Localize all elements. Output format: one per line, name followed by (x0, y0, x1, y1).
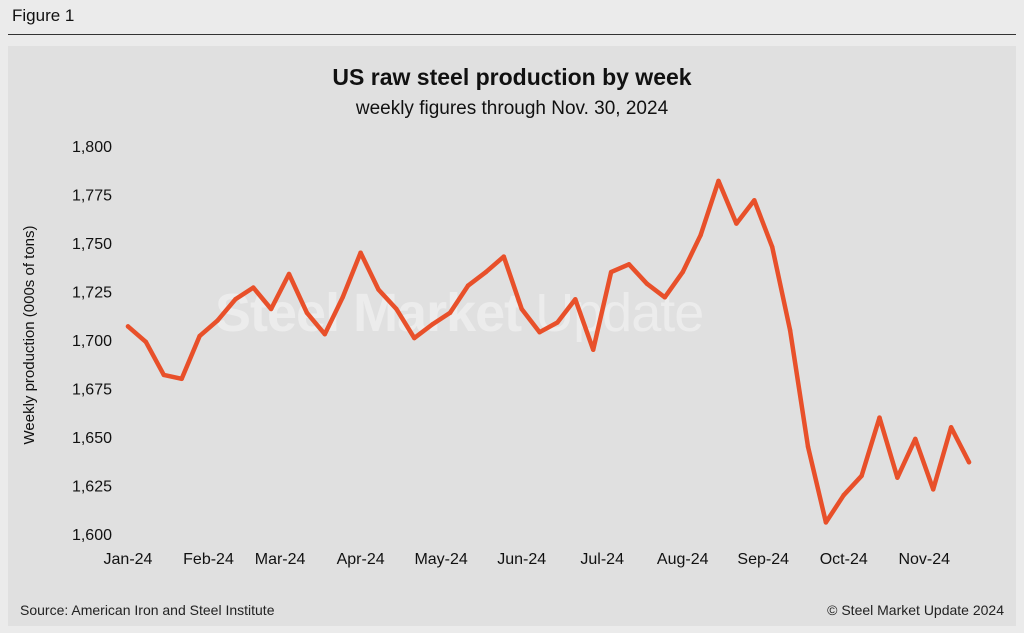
data-point (841, 493, 846, 498)
figure-label: Figure 1 (12, 6, 75, 25)
data-point (966, 460, 972, 465)
data-point (734, 221, 739, 226)
y-tick-label: 1,750 (72, 236, 112, 253)
chart-title: US raw steel production by week (332, 64, 692, 90)
y-tick-label: 1,800 (72, 139, 112, 156)
data-point (591, 347, 596, 352)
data-point (573, 297, 578, 302)
data-point (805, 444, 811, 449)
data-point (770, 244, 775, 250)
data-point (483, 269, 489, 275)
data-point (412, 335, 417, 341)
data-point (394, 306, 399, 312)
data-point (913, 436, 918, 442)
y-tick-label: 1,650 (72, 430, 112, 447)
x-tick-label: Apr-24 (337, 551, 385, 568)
data-point (680, 269, 685, 275)
data-point (179, 376, 184, 381)
y-tick-label: 1,700 (72, 333, 112, 350)
data-point (877, 415, 882, 420)
data-point (465, 283, 471, 288)
chart-panel (8, 46, 1016, 626)
data-point (501, 254, 506, 259)
x-tick-label: Jun-24 (497, 551, 546, 568)
data-point (626, 262, 632, 267)
data-point (644, 281, 650, 286)
y-axis-ticks: 1,600 1,625 1,650 1,675 1,700 1,725 1,750 1,775… (72, 139, 112, 544)
data-point (197, 333, 202, 339)
x-tick-label: Nov-24 (898, 551, 950, 568)
data-point (286, 271, 292, 277)
data-point (322, 332, 327, 337)
data-point (430, 322, 435, 327)
copyright-note: © Steel Market Update 2024 (827, 602, 1004, 618)
y-tick-label: 1,775 (72, 188, 112, 205)
data-point (787, 328, 793, 333)
chart-subtitle: weekly figures through Nov. 30, 2024 (355, 98, 669, 119)
source-note: Source: American Iron and Steel Institut… (20, 602, 275, 618)
x-tick-label: Sep-24 (737, 551, 789, 568)
data-point (698, 233, 703, 238)
data-point (608, 269, 614, 275)
data-point (447, 310, 453, 315)
data-point (215, 318, 220, 323)
data-point (268, 306, 274, 312)
data-point (233, 297, 238, 302)
data-point (948, 425, 954, 430)
series-line (125, 178, 972, 525)
series-layer (125, 178, 972, 525)
x-tick-label: May-24 (414, 551, 467, 568)
data-point (931, 487, 936, 492)
data-point (161, 372, 166, 378)
x-tick-label: Jan-24 (104, 551, 153, 568)
header-divider (8, 34, 1016, 35)
x-axis-ticks: Jan-24 Feb-24 Mar-24 Apr-24 May-24 Jun-24 Jul-… (104, 551, 951, 568)
data-point (662, 295, 667, 300)
y-tick-label: 1,600 (72, 527, 112, 544)
x-tick-label: Feb-24 (183, 551, 234, 568)
data-point (143, 339, 149, 345)
data-point (340, 295, 345, 300)
data-point (895, 475, 900, 480)
watermark-bold-text: Steel Market (215, 283, 536, 343)
data-point (555, 320, 560, 325)
data-point (823, 520, 829, 525)
y-tick-label: 1,625 (72, 479, 112, 496)
x-tick-label: Mar-24 (255, 551, 306, 568)
x-tick-label: Oct-24 (820, 551, 868, 568)
data-point (251, 285, 256, 290)
data-point (376, 287, 381, 292)
y-tick-label: 1,675 (72, 382, 112, 399)
data-point (304, 310, 310, 315)
y-axis-label: Weekly production (000s of tons) (21, 225, 38, 444)
y-tick-label: 1,725 (72, 285, 112, 302)
data-point (358, 250, 363, 255)
data-point (716, 178, 721, 184)
x-tick-label: Aug-24 (657, 551, 709, 568)
data-point (537, 330, 542, 335)
data-point (519, 306, 524, 312)
data-point (752, 198, 757, 203)
x-tick-label: Jul-24 (580, 551, 624, 568)
data-point (859, 473, 864, 478)
data-point (125, 324, 131, 329)
